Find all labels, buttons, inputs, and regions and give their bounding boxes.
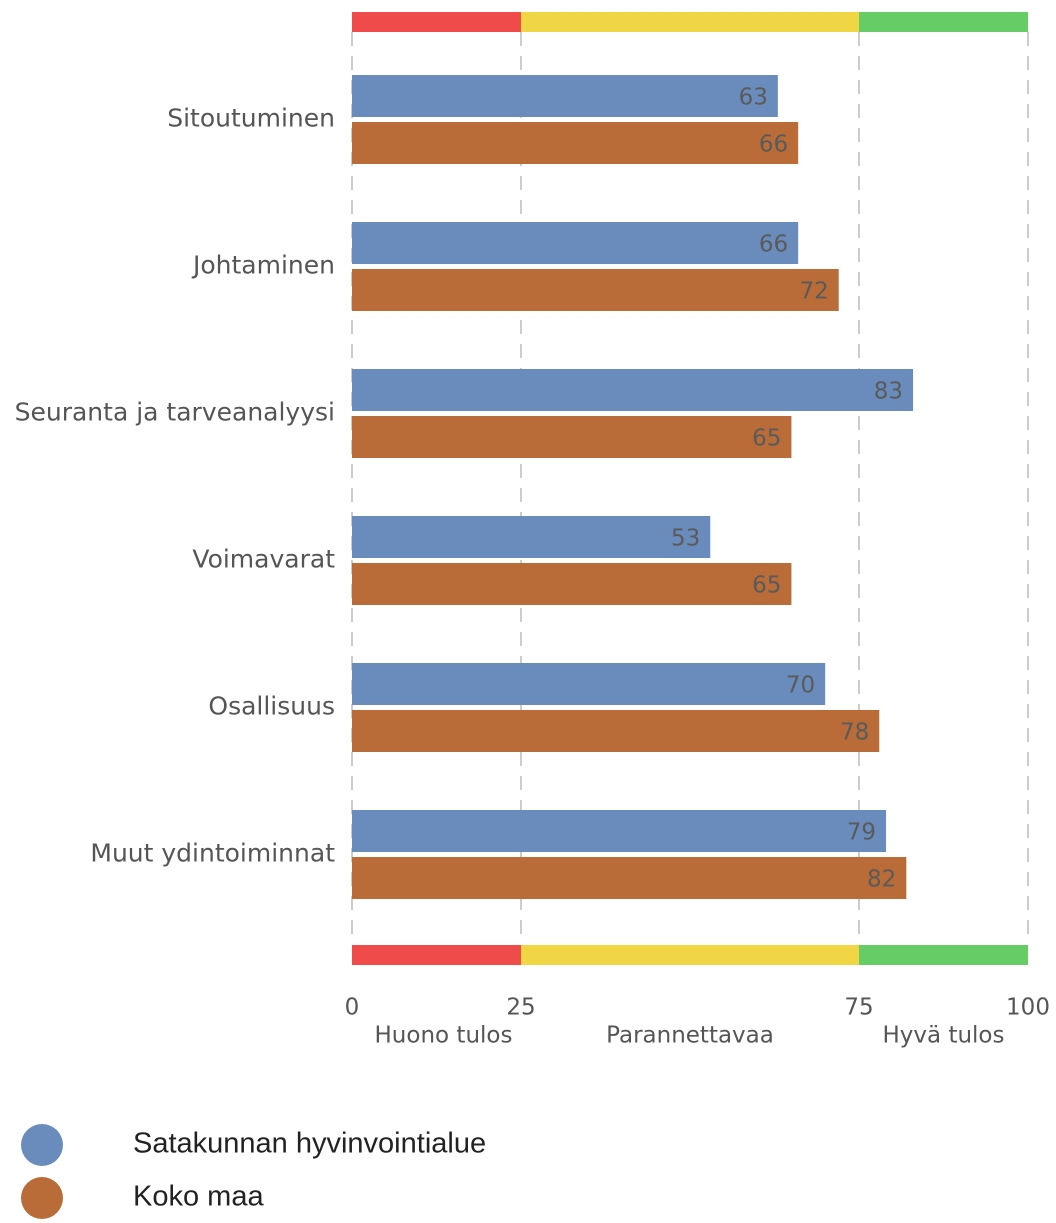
legend-label: Satakunnan hyvinvointialue (133, 1128, 486, 1160)
zone-label: Huono tulos (375, 1023, 513, 1049)
x-tick-label: 100 (1006, 995, 1050, 1021)
legend-marker (21, 1124, 63, 1166)
bar-value-label: 78 (840, 720, 869, 746)
category-label: Sitoutuminen (167, 104, 335, 133)
bar-value-label: 66 (759, 232, 788, 258)
bar-value-label: 79 (847, 820, 876, 846)
bar-value-label: 53 (671, 526, 700, 552)
zone-band (521, 945, 859, 965)
x-tick-label: 25 (506, 995, 535, 1021)
bar (352, 563, 792, 605)
bar-value-label: 65 (752, 573, 781, 599)
bar (352, 75, 778, 117)
bar (352, 663, 826, 705)
x-tick-label: 75 (844, 995, 873, 1021)
bar (352, 222, 799, 264)
bar (352, 269, 839, 311)
zone-label: Parannettavaa (606, 1023, 774, 1049)
zone-band (352, 12, 521, 32)
bar-value-label: 70 (786, 673, 815, 699)
bar (352, 810, 887, 852)
zone-band (352, 945, 521, 965)
bar (352, 122, 799, 164)
bar (352, 416, 792, 458)
bar-value-label: 66 (759, 132, 788, 158)
zone-label: Hyvä tulos (883, 1023, 1005, 1049)
category-label: Voimavarat (192, 545, 335, 574)
bar-value-label: 63 (739, 85, 768, 111)
category-label: Johtaminen (191, 251, 335, 280)
zone-band (521, 12, 859, 32)
legend-label: Koko maa (133, 1181, 264, 1213)
zone-band (859, 945, 1028, 965)
bar-value-label: 72 (799, 279, 828, 305)
zone-band (859, 12, 1028, 32)
bar (352, 710, 880, 752)
bar-value-label: 83 (874, 379, 903, 405)
category-label: Osallisuus (208, 692, 335, 721)
bar (352, 857, 907, 899)
bar-value-label: 65 (752, 426, 781, 452)
category-label: Muut ydintoiminnat (90, 839, 335, 868)
bar (352, 369, 914, 411)
bar-value-label: 82 (867, 867, 896, 893)
x-tick-label: 0 (345, 995, 360, 1021)
bar (352, 516, 711, 558)
category-label: Seuranta ja tarveanalyysi (15, 398, 335, 427)
legend-marker (21, 1177, 63, 1219)
